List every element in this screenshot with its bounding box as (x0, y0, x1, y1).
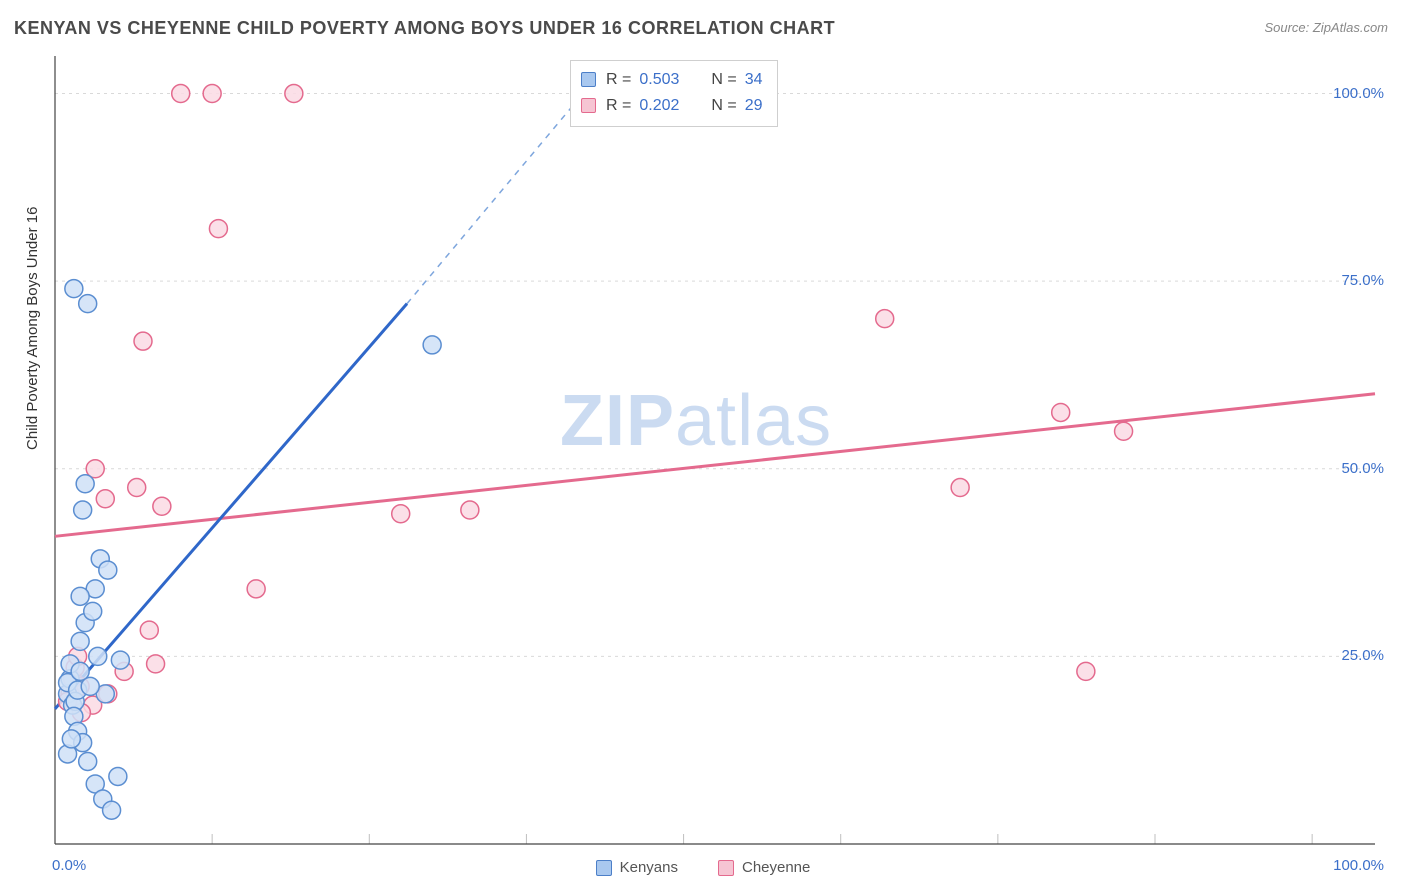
stat-n-value: 34 (745, 67, 763, 93)
legend-label: Cheyenne (742, 859, 810, 876)
stat-r-value: 0.202 (639, 93, 679, 119)
legend-item: Cheyenne (718, 859, 810, 876)
x-axis-min-label: 0.0% (52, 857, 86, 874)
bottom-legend: Kenyans Cheyenne (0, 859, 1406, 876)
x-axis-max-label: 100.0% (1333, 857, 1384, 874)
legend-label: Kenyans (620, 859, 678, 876)
series-swatch-icon (596, 860, 612, 876)
correlation-stats-box: R = 0.503 N = 34 R = 0.202 N = 29 (570, 60, 778, 127)
y-axis-tick-label: 25.0% (1341, 647, 1384, 664)
series-swatch-icon (581, 72, 596, 87)
stat-n-value: 29 (745, 93, 763, 119)
stats-row: R = 0.503 N = 34 (581, 67, 763, 93)
scatter-chart (0, 0, 1406, 892)
y-axis-label: Child Poverty Among Boys Under 16 (24, 207, 41, 450)
stat-label: R = (606, 93, 631, 119)
y-axis-tick-label: 50.0% (1341, 460, 1384, 477)
legend-item: Kenyans (596, 859, 678, 876)
series-swatch-icon (581, 98, 596, 113)
stat-r-value: 0.503 (639, 67, 679, 93)
y-axis-tick-label: 100.0% (1333, 85, 1384, 102)
y-axis-tick-label: 75.0% (1341, 272, 1384, 289)
stat-label: R = (606, 67, 631, 93)
stats-row: R = 0.202 N = 29 (581, 93, 763, 119)
stat-label: N = (711, 93, 736, 119)
series-swatch-icon (718, 860, 734, 876)
stat-label: N = (711, 67, 736, 93)
